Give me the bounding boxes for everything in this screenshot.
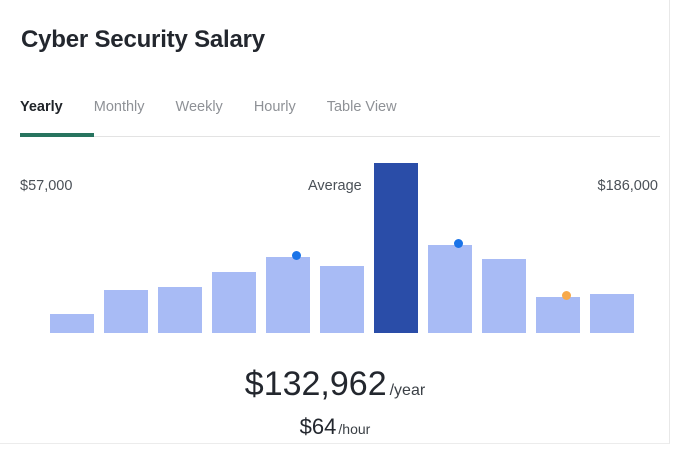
chart-bar[interactable] (482, 259, 526, 333)
tab-weekly[interactable]: Weekly (175, 99, 223, 115)
axis-label-max: $186,000 (597, 178, 658, 194)
hourly-salary-row: $64/hour (0, 412, 670, 444)
yearly-salary-row: $132,962/year (0, 364, 670, 411)
chart-bar[interactable] (104, 290, 148, 333)
chart-bar[interactable] (536, 297, 580, 333)
salary-card: Cyber Security Salary Yearly Monthly Wee… (0, 0, 670, 444)
tab-hourly[interactable]: Hourly (253, 99, 296, 115)
tab-table-view[interactable]: Table View (326, 99, 397, 115)
yearly-salary-value: $132,962 (244, 365, 387, 403)
salary-distribution-chart (0, 160, 670, 340)
chart-marker-orange-dot[interactable] (562, 291, 571, 300)
chart-marker-blue-dot[interactable] (454, 239, 463, 248)
page-title: Cyber Security Salary (21, 26, 265, 53)
chart-bar[interactable] (320, 266, 364, 333)
tab-active-indicator (20, 133, 94, 137)
tab-bar-divider (20, 136, 660, 137)
yearly-salary-unit: /year (389, 382, 426, 399)
chart-plot-area (0, 160, 670, 333)
chart-bar[interactable] (212, 272, 256, 333)
chart-marker-blue-dot[interactable] (292, 251, 301, 260)
chart-bar[interactable] (50, 314, 94, 333)
chart-bar[interactable] (428, 245, 472, 333)
axis-label-average: Average (308, 178, 362, 194)
chart-axis-labels: $57,000 Average $186,000 (0, 178, 670, 200)
chart-bar[interactable] (590, 294, 634, 333)
tab-yearly[interactable]: Yearly (20, 99, 63, 115)
axis-label-min: $57,000 (20, 178, 73, 194)
tab-bar: Yearly Monthly Weekly Hourly Table View (20, 98, 428, 117)
chart-bar[interactable] (158, 287, 202, 333)
chart-bar-average[interactable] (374, 163, 418, 333)
hourly-salary-unit: /hour (338, 421, 371, 437)
chart-bar[interactable] (266, 257, 310, 333)
tab-monthly[interactable]: Monthly (93, 99, 145, 115)
salary-summary: $132,962/year $64/hour (0, 364, 670, 444)
hourly-salary-value: $64 (299, 414, 337, 439)
